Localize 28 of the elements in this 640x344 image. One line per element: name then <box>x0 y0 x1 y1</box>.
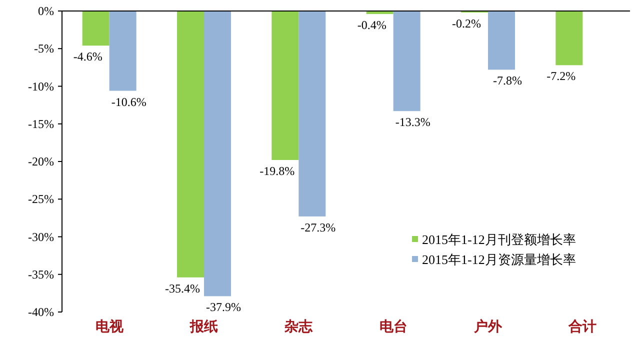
data-label: -35.4% <box>165 281 200 296</box>
y-tick-label: -30% <box>28 230 54 244</box>
x-tick-label: 合计 <box>568 319 597 335</box>
data-label: -7.8% <box>493 74 522 88</box>
y-tick-label: -40% <box>28 305 54 319</box>
x-tick-label: 报纸 <box>189 319 218 335</box>
x-tick-label: 杂志 <box>284 319 314 335</box>
y-tick-label: -15% <box>28 116 54 131</box>
data-label: -10.6% <box>111 94 146 109</box>
x-tick-label: 电台 <box>379 319 408 335</box>
data-label: -19.8% <box>260 164 295 178</box>
data-label: -27.3% <box>300 220 336 234</box>
y-tick-label: -5% <box>34 42 54 56</box>
data-label: -13.3% <box>395 115 430 130</box>
x-tick-label: 电视 <box>95 318 124 335</box>
data-label: -0.2% <box>452 16 481 31</box>
legend-label: 2015年1-12月资源量增长率 <box>422 252 576 267</box>
legend-label: 2015年1-12月刊登额增长率 <box>422 232 576 247</box>
data-label: -7.2% <box>546 69 576 84</box>
y-tick-label: -25% <box>28 192 54 206</box>
data-label: -0.4% <box>357 18 386 32</box>
y-tick-label: -20% <box>28 154 54 168</box>
data-label: -37.9% <box>206 300 241 314</box>
y-tick-label: -10% <box>28 79 54 94</box>
x-tick-label: 户外 <box>473 318 503 335</box>
y-tick-label: 0% <box>38 4 54 18</box>
data-label: -4.6% <box>73 50 102 64</box>
y-tick-label: -35% <box>28 267 54 282</box>
